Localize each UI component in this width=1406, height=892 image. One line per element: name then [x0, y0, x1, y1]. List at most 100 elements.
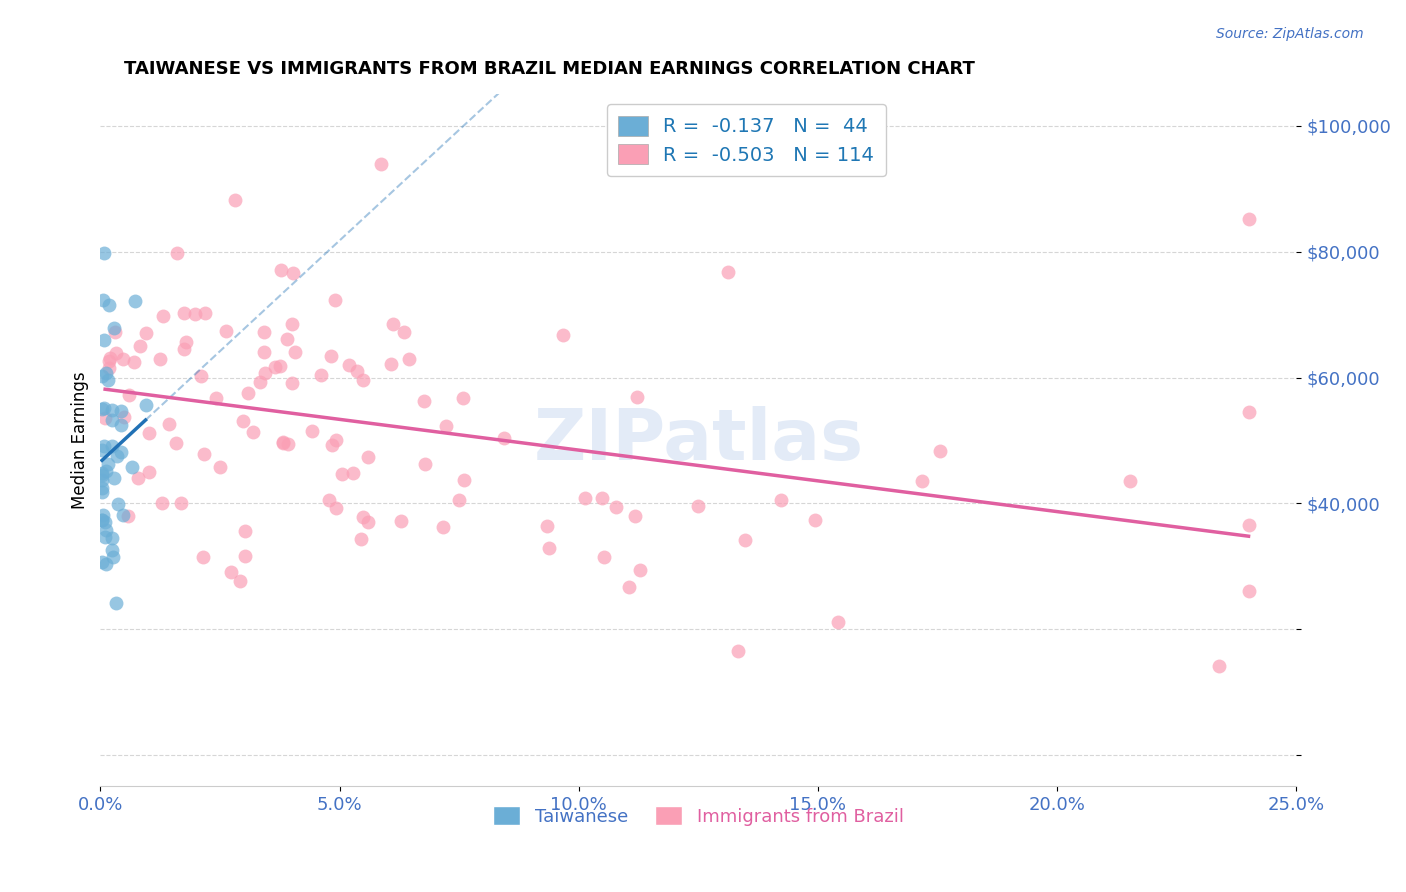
Immigrants from Brazil: [349, 532, 371, 546]
Immigrants from Brazil: [157, 417, 180, 431]
Immigrants from Brazil: [98, 361, 121, 376]
Immigrants from Brazil: [129, 339, 152, 353]
Immigrants from Brazil: [249, 375, 271, 389]
Taiwanese: [91, 484, 114, 499]
Immigrants from Brazil: [253, 325, 276, 339]
Immigrants from Brazil: [321, 438, 343, 452]
Immigrants from Brazil: [215, 324, 238, 338]
Immigrants from Brazil: [276, 332, 298, 346]
Immigrants from Brazil: [104, 325, 127, 339]
Taiwanese: [103, 321, 125, 335]
Immigrants from Brazil: [173, 342, 195, 356]
Taiwanese: [100, 543, 122, 558]
Taiwanese: [110, 418, 132, 433]
Taiwanese: [101, 413, 124, 427]
Immigrants from Brazil: [337, 358, 360, 372]
Immigrants from Brazil: [233, 524, 256, 538]
Immigrants from Brazil: [1237, 405, 1260, 419]
Immigrants from Brazil: [165, 435, 187, 450]
Immigrants from Brazil: [193, 447, 215, 461]
Immigrants from Brazil: [394, 325, 416, 339]
Taiwanese: [105, 449, 128, 463]
Immigrants from Brazil: [280, 376, 302, 391]
Immigrants from Brazil: [911, 474, 934, 488]
Taiwanese: [97, 298, 120, 312]
Immigrants from Brazil: [353, 373, 375, 387]
Immigrants from Brazil: [264, 359, 287, 374]
Immigrants from Brazil: [152, 496, 174, 510]
Immigrants from Brazil: [591, 491, 613, 505]
Immigrants from Brazil: [432, 519, 454, 533]
Immigrants from Brazil: [769, 493, 792, 508]
Taiwanese: [110, 403, 132, 417]
Immigrants from Brazil: [717, 265, 740, 279]
Immigrants from Brazil: [118, 388, 141, 402]
Immigrants from Brazil: [311, 368, 333, 382]
Immigrants from Brazil: [574, 491, 596, 506]
Immigrants from Brazil: [325, 501, 347, 516]
Immigrants from Brazil: [270, 263, 292, 277]
Legend: Taiwanese, Immigrants from Brazil: Taiwanese, Immigrants from Brazil: [486, 799, 911, 833]
Taiwanese: [93, 334, 115, 348]
Immigrants from Brazil: [1237, 518, 1260, 533]
Immigrants from Brazil: [551, 327, 574, 342]
Immigrants from Brazil: [224, 193, 246, 207]
Immigrants from Brazil: [281, 266, 304, 280]
Immigrants from Brazil: [152, 309, 174, 323]
Immigrants from Brazil: [269, 359, 291, 373]
Immigrants from Brazil: [242, 425, 264, 439]
Taiwanese: [93, 245, 115, 260]
Immigrants from Brazil: [398, 351, 420, 366]
Immigrants from Brazil: [127, 471, 149, 485]
Taiwanese: [101, 403, 124, 417]
Immigrants from Brazil: [98, 351, 121, 366]
Immigrants from Brazil: [208, 460, 231, 475]
Immigrants from Brazil: [536, 519, 558, 533]
Taiwanese: [91, 555, 114, 569]
Taiwanese: [91, 513, 114, 527]
Taiwanese: [91, 467, 114, 482]
Immigrants from Brazil: [434, 418, 457, 433]
Immigrants from Brazil: [191, 549, 214, 564]
Immigrants from Brazil: [284, 345, 307, 359]
Immigrants from Brazil: [173, 306, 195, 320]
Text: Source: ZipAtlas.com: Source: ZipAtlas.com: [1216, 27, 1364, 41]
Immigrants from Brazil: [415, 457, 437, 471]
Taiwanese: [91, 481, 114, 495]
Immigrants from Brazil: [325, 433, 347, 447]
Immigrants from Brazil: [330, 467, 353, 481]
Immigrants from Brazil: [593, 549, 616, 564]
Immigrants from Brazil: [94, 410, 117, 425]
Immigrants from Brazil: [538, 541, 561, 555]
Immigrants from Brazil: [301, 424, 323, 438]
Taiwanese: [105, 596, 128, 610]
Immigrants from Brazil: [352, 510, 374, 524]
Immigrants from Brazil: [205, 391, 228, 405]
Taiwanese: [101, 439, 124, 453]
Immigrants from Brazil: [1237, 212, 1260, 227]
Immigrants from Brazil: [928, 443, 950, 458]
Immigrants from Brazil: [451, 391, 474, 405]
Immigrants from Brazil: [827, 615, 849, 630]
Taiwanese: [107, 497, 129, 511]
Immigrants from Brazil: [628, 563, 651, 577]
Immigrants from Brazil: [112, 410, 135, 425]
Immigrants from Brazil: [232, 413, 254, 427]
Immigrants from Brazil: [318, 492, 340, 507]
Immigrants from Brazil: [1208, 658, 1230, 673]
Immigrants from Brazil: [342, 466, 364, 480]
Immigrants from Brazil: [380, 357, 402, 371]
Taiwanese: [91, 473, 114, 487]
Immigrants from Brazil: [170, 495, 193, 509]
Text: ZIPatlas: ZIPatlas: [533, 406, 863, 475]
Taiwanese: [124, 293, 146, 308]
Immigrants from Brazil: [319, 350, 342, 364]
Immigrants from Brazil: [166, 245, 188, 260]
Immigrants from Brazil: [111, 352, 134, 367]
Immigrants from Brazil: [686, 499, 709, 513]
Immigrants from Brazil: [135, 326, 157, 340]
Taiwanese: [91, 402, 114, 417]
Taiwanese: [94, 523, 117, 537]
Immigrants from Brazil: [356, 515, 378, 529]
Taiwanese: [91, 466, 114, 480]
